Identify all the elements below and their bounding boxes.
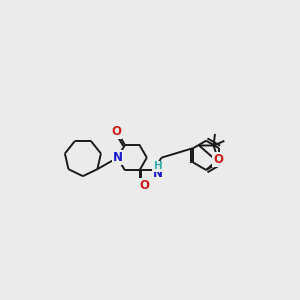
Text: O: O — [213, 153, 223, 166]
Text: N: N — [153, 167, 163, 180]
Text: O: O — [139, 178, 149, 191]
Text: H: H — [154, 161, 162, 172]
Text: N: N — [112, 151, 123, 164]
Text: O: O — [111, 125, 121, 138]
